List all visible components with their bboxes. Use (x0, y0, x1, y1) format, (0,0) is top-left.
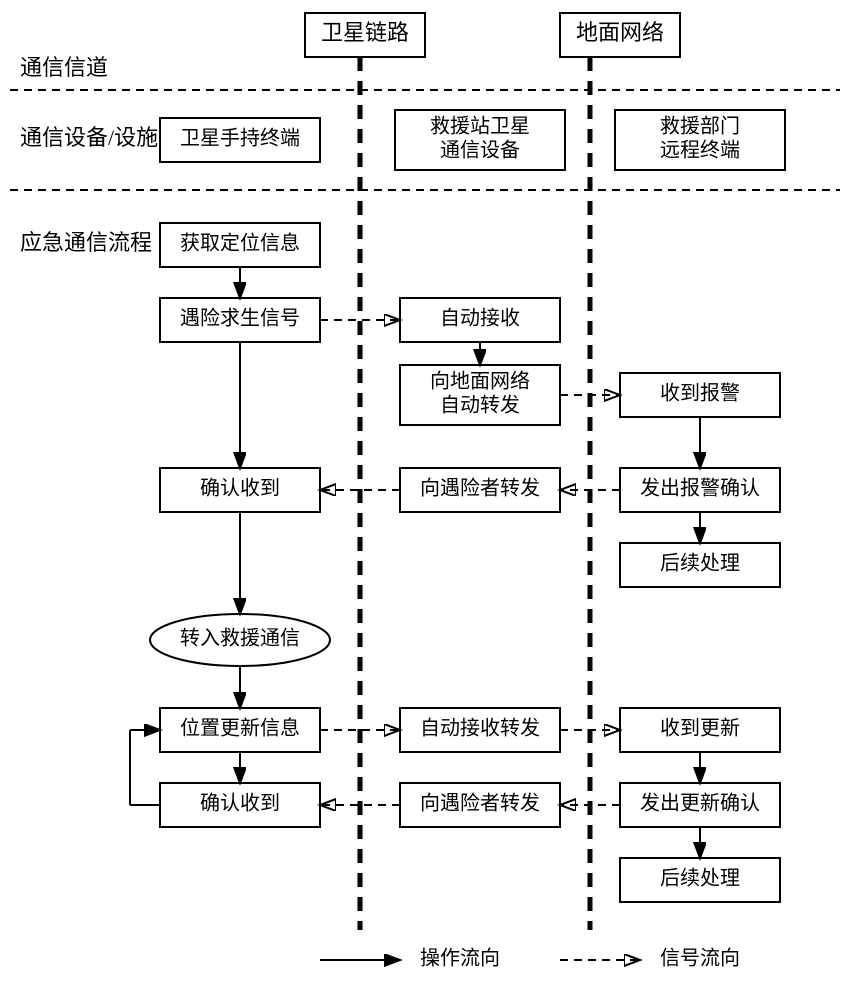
section-device: 通信设备/设施 (20, 125, 158, 150)
header-satellite: 卫星链路 (321, 20, 409, 45)
n-ack2-label: 确认收到 (200, 792, 280, 815)
n-getpos-label: 获取定位信息 (180, 232, 300, 255)
n-update-recv-label: 收到更新 (660, 717, 740, 740)
n-fwd-victim1-label: 向遇险者转发 (420, 477, 540, 500)
section-channel: 通信信道 (20, 55, 108, 80)
n-autorecv-label: 自动接收 (440, 307, 520, 330)
n-alarm-recv-label: 收到报警 (660, 382, 740, 405)
n-followup1-label: 后续处理 (660, 552, 740, 575)
n-alarm-ack-label: 发出报警确认 (640, 477, 760, 500)
legend-sig: 信号流向 (660, 947, 740, 970)
device-handheld-label: 卫星手持终端 (180, 127, 300, 150)
device-remote-l1: 救援部门 (660, 115, 740, 138)
n-autofwd-l1: 向地面网络 (430, 370, 530, 393)
section-flow: 应急通信流程 (20, 230, 152, 255)
n-autofwd-l2: 自动转发 (440, 394, 520, 417)
n-posupdate-label: 位置更新信息 (180, 717, 300, 740)
n-update-ack-label: 发出更新确认 (640, 792, 760, 815)
device-station-l1: 救援站卫星 (430, 115, 530, 138)
legend-op: 操作流向 (420, 947, 500, 970)
n-followup2-label: 后续处理 (660, 867, 740, 890)
device-remote-l2: 远程终端 (660, 139, 740, 162)
header-ground: 地面网络 (576, 20, 664, 45)
n-fwd-victim2-label: 向遇险者转发 (420, 792, 540, 815)
device-station-l2: 通信设备 (440, 139, 520, 162)
n-distress-label: 遇险求生信号 (180, 307, 300, 330)
n-autorecvfwd-label: 自动接收转发 (420, 717, 540, 740)
n-rescue-comm-label: 转入救援通信 (180, 627, 300, 650)
n-ack1-label: 确认收到 (200, 477, 280, 500)
